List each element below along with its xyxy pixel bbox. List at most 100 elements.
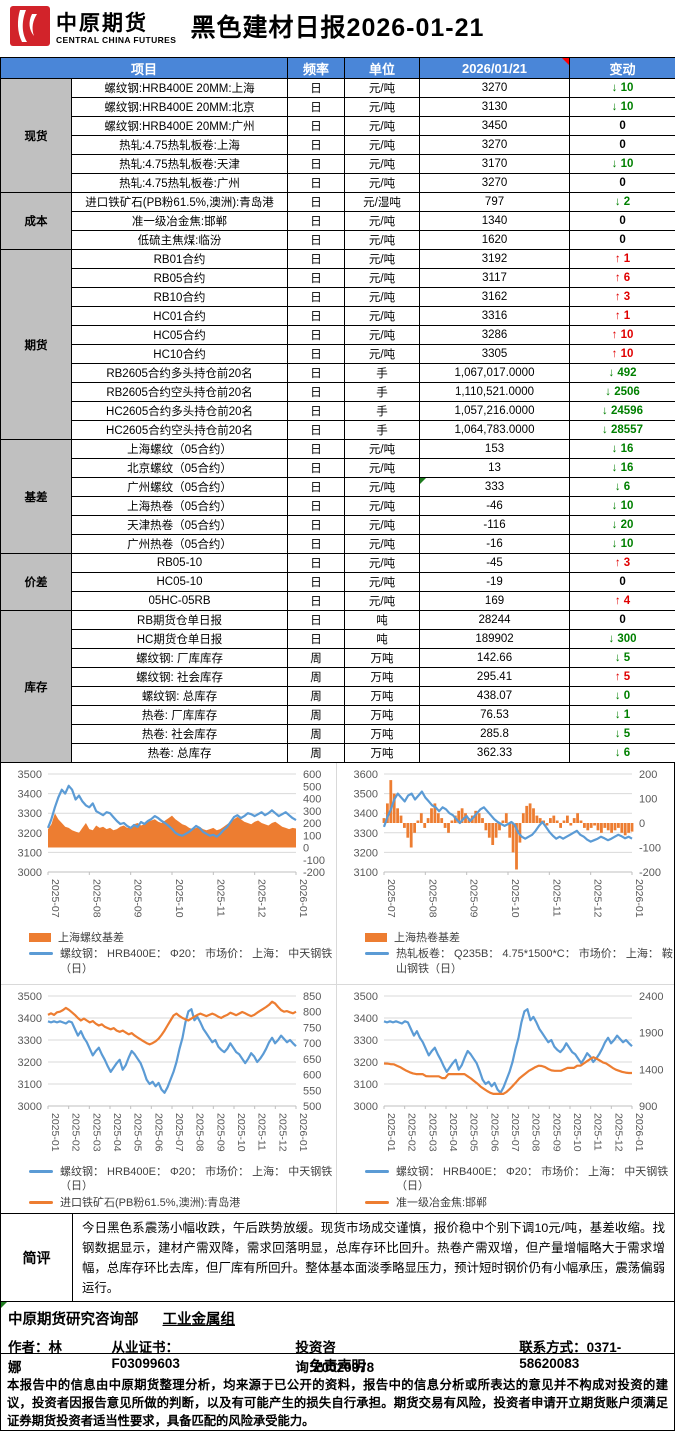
freq-cell: 日: [287, 401, 346, 421]
up-arrow-icon: ↑ 6: [614, 272, 631, 284]
change-cell: ↓ 1: [569, 705, 675, 725]
down-arrow-icon: ↓ 20: [611, 519, 634, 531]
table-row: HC10合约日元/吨 3305 ↑ 10: [1, 344, 675, 364]
unit-cell: 元/吨: [344, 268, 421, 288]
unit-cell: 万吨: [344, 743, 421, 763]
value-cell: 797: [419, 192, 571, 212]
freq-cell: 日: [287, 610, 346, 630]
table-row: 螺纹钢: 厂库库存周万吨 142.66 ↓ 5: [1, 648, 675, 668]
price-table: 项目 频率 单位 2026/01/21 变动 现货 螺纹钢:HRB400E 20MM:上海日…: [0, 57, 675, 763]
down-arrow-icon: ↓ 5: [614, 728, 631, 740]
svg-text:3400: 3400: [354, 808, 378, 820]
change-cell: ↓ 20: [569, 515, 675, 535]
svg-text:-200: -200: [303, 867, 325, 879]
value-cell: 153: [419, 439, 571, 459]
legend-line-swatch-icon: [29, 1170, 53, 1173]
change-cell: ↓ 10: [569, 496, 675, 516]
freq-cell: 日: [287, 458, 346, 478]
svg-text:100: 100: [639, 794, 657, 806]
change-cell: ↓ 492: [569, 363, 675, 383]
value-cell: 3286: [419, 325, 571, 345]
svg-text:3200: 3200: [18, 1057, 42, 1069]
svg-text:3300: 3300: [354, 828, 378, 840]
chart-2: 3600 3500 3400 3300 3200 3100 200 100 0 -100 -200 2…: [337, 763, 674, 985]
item-cell: 螺纹钢:HRB400E 20MM:上海: [70, 78, 289, 98]
item-cell: 上海螺纹（05合约）: [70, 439, 289, 459]
line-series: [47, 1008, 297, 1094]
table-row: 热轧:4.75热轧板卷:天津日元/吨 3170 ↓ 10: [1, 154, 675, 174]
up-arrow-icon: ↑ 1: [614, 253, 631, 265]
svg-text:900: 900: [639, 1101, 657, 1113]
summary-label: 简评: [1, 1214, 73, 1301]
legend-item: 热轧板卷： Q235B： 4.75*1500*C： 市场价： 上海： 鞍山钢铁（…: [365, 947, 674, 976]
down-arrow-icon: ↓ 6: [614, 481, 631, 493]
footer-dept: 中原期货研究咨询部: [8, 1312, 139, 1328]
footer-cert: 从业证书：F03099603: [111, 1340, 180, 1371]
svg-text:3000: 3000: [354, 1101, 378, 1113]
svg-text:3100: 3100: [354, 867, 378, 879]
change-cell: ↑ 1: [569, 306, 675, 326]
unit-cell: 万吨: [344, 686, 421, 706]
freq-cell: 日: [287, 439, 346, 459]
freq-cell: 日: [287, 534, 346, 554]
legend-label: 准一级冶金焦:邯郸: [396, 1196, 488, 1209]
change-cell: ↓ 0: [569, 686, 675, 706]
svg-text:3500: 3500: [354, 991, 378, 1003]
svg-text:2025-03: 2025-03: [426, 1113, 438, 1152]
unit-cell: 万吨: [344, 648, 421, 668]
green-corner-icon: [1, 1302, 7, 1308]
up-arrow-icon: ↑ 5: [614, 671, 631, 683]
change-cell: ↑ 6: [569, 268, 675, 288]
svg-text:3400: 3400: [18, 789, 42, 801]
value-cell: 3270: [419, 135, 571, 155]
unit-cell: 元/吨: [344, 591, 421, 611]
company-logo-icon: [10, 6, 50, 51]
value-cell: 13: [419, 458, 571, 478]
down-arrow-icon: ↓ 24596: [602, 405, 643, 417]
value-cell: 169: [419, 591, 571, 611]
unit-cell: 元/吨: [344, 515, 421, 535]
item-cell: 05HC-05RB: [70, 591, 289, 611]
chart-plot: 3500340033003200310030002400190014009002…: [354, 991, 664, 1152]
svg-text:2026-01: 2026-01: [633, 879, 645, 918]
section-label: 现货: [0, 78, 72, 193]
svg-text:2025-12: 2025-12: [276, 1113, 288, 1152]
freq-cell: 日: [287, 306, 346, 326]
table-row: 螺纹钢: 社会库存周万吨 295.41 ↑ 5: [1, 667, 675, 687]
table-row: RB2605合约空头持仓前20名日手 1,110,521.0000 ↓ 2506: [1, 382, 675, 402]
svg-text:550: 550: [303, 1085, 321, 1097]
svg-text:800: 800: [303, 1007, 321, 1019]
freq-cell: 周: [287, 724, 346, 744]
value-cell: 362.33: [419, 743, 571, 763]
legend-label: 螺纹钢： HRB400E： Φ20： 市场价： 上海： 中天钢铁（日）: [60, 1166, 333, 1193]
footer-author: 作者：林娜: [8, 1340, 62, 1375]
table-row: 价差 RB05-10 日元/吨 -45 ↑ 3: [0, 553, 675, 611]
company-logo: 中原期货 CENTRAL CHINA FUTURES: [10, 6, 176, 51]
svg-text:2025-12: 2025-12: [612, 1113, 624, 1152]
svg-text:2026-01: 2026-01: [633, 1113, 645, 1152]
value-cell: -46: [419, 496, 571, 516]
summary-row: 简评 今日黑色系震荡小幅收跌，午后跌势放缓。现货市场成交谨慎，报价稳中个别下调1…: [0, 1213, 675, 1302]
item-cell: RB期货仓单日报: [70, 610, 289, 630]
unit-cell: 元/吨: [344, 135, 421, 155]
unit-cell: 手: [344, 401, 421, 421]
freq-cell: 日: [287, 382, 346, 402]
footer-advisory: 投资咨询:Z0020978: [295, 1340, 375, 1375]
value-cell: 438.07: [419, 686, 571, 706]
legend-line-swatch-icon: [365, 952, 389, 956]
svg-text:-100: -100: [303, 855, 325, 867]
item-cell: 热轧:4.75热轧板卷:上海: [70, 135, 289, 155]
up-arrow-icon: ↑ 10: [611, 348, 634, 360]
freq-cell: 日: [287, 249, 346, 269]
value-cell: 1,110,521.0000: [419, 382, 571, 402]
unit-cell: 元/吨: [344, 534, 421, 554]
change-cell: ↓ 6: [569, 477, 675, 497]
freq-cell: 日: [287, 211, 346, 231]
unit-cell: 手: [344, 363, 421, 383]
svg-text:2025-01: 2025-01: [49, 1113, 61, 1152]
svg-text:2025-12: 2025-12: [256, 879, 268, 918]
legend-line-swatch-icon: [29, 952, 53, 956]
value-cell: 1620: [419, 230, 571, 250]
svg-text:3200: 3200: [354, 847, 378, 859]
